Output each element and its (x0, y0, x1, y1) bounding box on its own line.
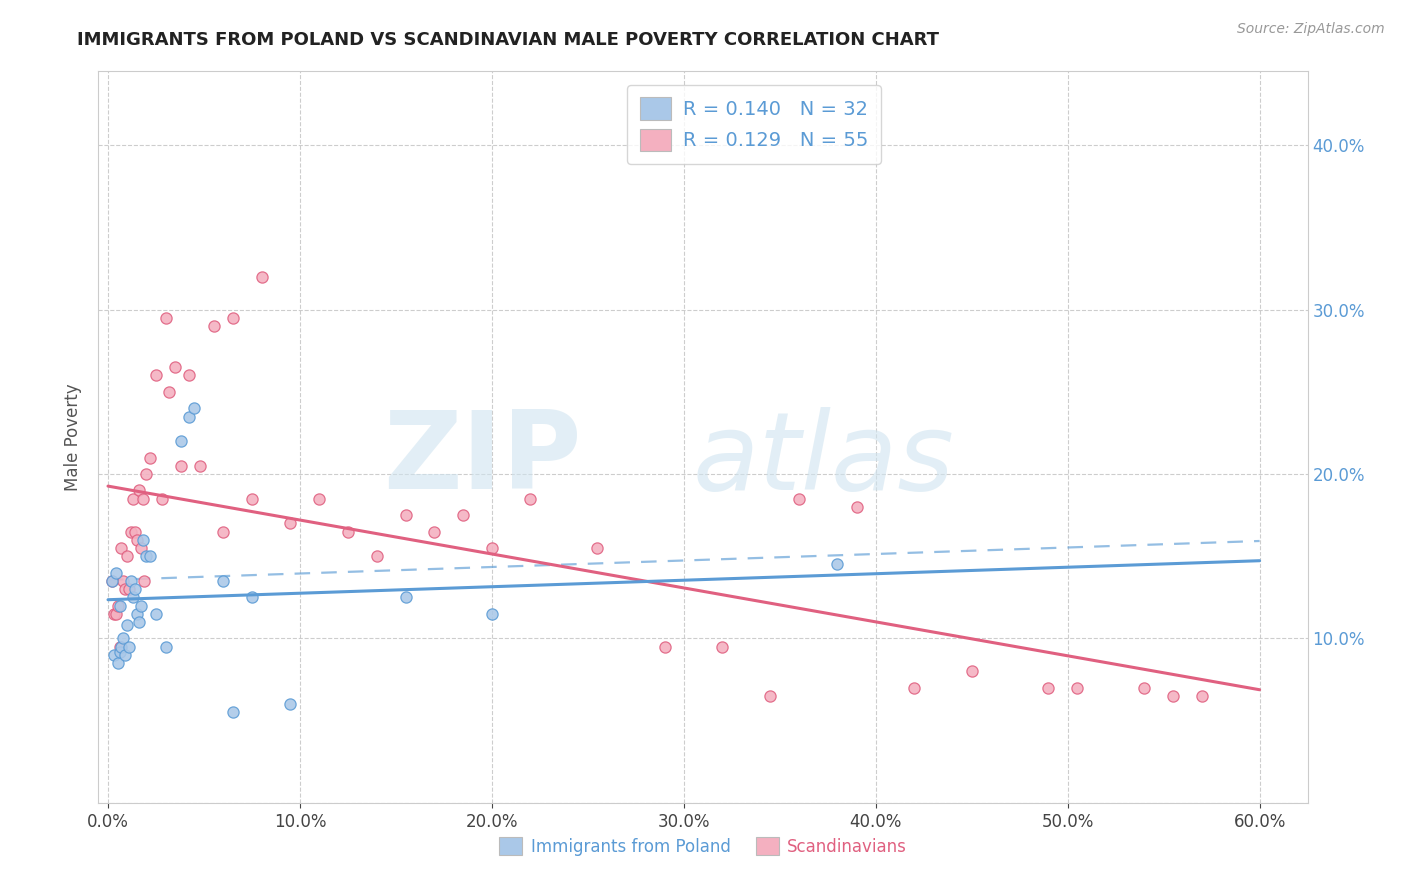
Point (124, 582, 146, 596)
Point (129, 541, 152, 555)
Point (108, 644, 131, 658)
Point (104, 566, 127, 580)
Point (122, 491, 145, 506)
Point (101, 574, 124, 588)
Point (177, 368, 200, 383)
Point (183, 401, 205, 416)
Point (115, 618, 138, 632)
Point (112, 632, 135, 646)
Point (960, 665, 983, 679)
Point (787, 491, 810, 506)
Point (103, 607, 125, 621)
Point (118, 640, 141, 654)
Point (1038, 681, 1060, 695)
Point (145, 607, 167, 621)
Point (135, 549, 157, 564)
Point (586, 541, 609, 555)
Point (110, 541, 132, 555)
Point (759, 689, 782, 703)
Point (394, 508, 416, 523)
Text: atlas: atlas (693, 407, 955, 511)
Point (188, 458, 211, 473)
Point (222, 310, 245, 325)
Text: Source: ZipAtlas.com: Source: ZipAtlas.com (1237, 22, 1385, 37)
Point (903, 681, 925, 695)
Point (110, 640, 132, 654)
Point (114, 582, 136, 596)
Point (280, 516, 302, 531)
Point (1191, 689, 1213, 703)
Point (145, 368, 167, 383)
Point (250, 269, 273, 284)
Point (108, 640, 131, 654)
Point (101, 574, 124, 588)
Point (118, 582, 141, 596)
Point (120, 524, 142, 539)
Point (827, 558, 849, 572)
Point (423, 524, 446, 539)
Point (128, 615, 150, 629)
Point (366, 549, 388, 564)
Point (308, 491, 330, 506)
Y-axis label: Male Poverty: Male Poverty (65, 384, 83, 491)
Legend: Immigrants from Poland, Scandinavians: Immigrants from Poland, Scandinavians (491, 830, 915, 864)
Point (131, 533, 153, 547)
Point (481, 541, 503, 555)
Point (170, 458, 193, 473)
Point (1133, 681, 1156, 695)
Point (202, 319, 225, 334)
Point (115, 549, 138, 564)
Point (280, 697, 302, 711)
Point (654, 640, 676, 654)
Point (1066, 681, 1088, 695)
Point (120, 574, 142, 588)
Point (129, 599, 152, 613)
Point (122, 591, 145, 605)
Point (711, 640, 734, 654)
Point (336, 524, 359, 539)
Point (124, 524, 146, 539)
Point (222, 706, 245, 720)
Text: IMMIGRANTS FROM POLAND VS SCANDINAVIAN MALE POVERTY CORRELATION CHART: IMMIGRANTS FROM POLAND VS SCANDINAVIAN M… (77, 31, 939, 49)
Point (139, 450, 162, 465)
Point (128, 483, 150, 498)
Point (112, 574, 135, 588)
Point (107, 656, 129, 670)
Point (125, 533, 148, 547)
Point (1161, 689, 1184, 703)
Text: ZIP: ZIP (384, 406, 582, 512)
Point (845, 500, 868, 514)
Point (125, 607, 148, 621)
Point (165, 360, 187, 375)
Point (240, 491, 263, 506)
Point (170, 434, 193, 449)
Point (155, 640, 177, 654)
Point (212, 574, 235, 588)
Point (394, 591, 416, 605)
Point (108, 599, 131, 613)
Point (212, 524, 235, 539)
Point (104, 607, 127, 621)
Point (240, 591, 263, 605)
Point (139, 549, 162, 564)
Point (114, 648, 136, 662)
Point (155, 310, 177, 325)
Point (107, 599, 129, 613)
Point (177, 409, 200, 424)
Point (451, 508, 474, 523)
Point (150, 491, 173, 506)
Point (159, 384, 181, 399)
Point (135, 467, 157, 481)
Point (519, 491, 541, 506)
Point (481, 607, 503, 621)
Point (131, 491, 153, 506)
Point (103, 648, 125, 662)
Point (134, 574, 156, 588)
